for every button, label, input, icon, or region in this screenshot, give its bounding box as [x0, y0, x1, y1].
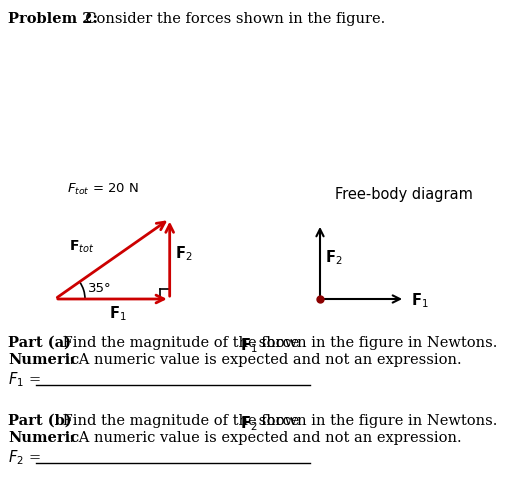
Text: shown in the figure in Newtons.: shown in the figure in Newtons.	[254, 414, 497, 428]
Text: $\mathbf{F}_2$: $\mathbf{F}_2$	[240, 414, 258, 433]
Text: Consider the forces shown in the figure.: Consider the forces shown in the figure.	[76, 12, 385, 26]
Text: Problem 2:: Problem 2:	[8, 12, 98, 26]
Text: Part (a): Part (a)	[8, 336, 71, 350]
Text: $\mathbf{F}_1$: $\mathbf{F}_1$	[411, 291, 429, 310]
Text: $\mathbf{F}_1$: $\mathbf{F}_1$	[240, 336, 258, 355]
Text: $F_{tot}$ = 20 N: $F_{tot}$ = 20 N	[67, 182, 139, 197]
Text: Free-body diagram: Free-body diagram	[335, 187, 473, 202]
Text: $\mathbf{F}_{tot}$: $\mathbf{F}_{tot}$	[69, 239, 95, 255]
Text: Numeric: Numeric	[8, 431, 79, 445]
Text: $F_2$ =: $F_2$ =	[8, 448, 41, 467]
Text: shown in the figure in Newtons.: shown in the figure in Newtons.	[254, 336, 497, 350]
Text: 35°: 35°	[88, 282, 111, 295]
Text: Part (b): Part (b)	[8, 414, 72, 428]
Text: Numeric: Numeric	[8, 353, 79, 367]
Text: $F_1$ =: $F_1$ =	[8, 370, 41, 389]
Text: : A numeric value is expected and not an expression.: : A numeric value is expected and not an…	[60, 353, 462, 367]
Text: : A numeric value is expected and not an expression.: : A numeric value is expected and not an…	[60, 431, 462, 445]
Text: $\mathbf{F}_2$: $\mathbf{F}_2$	[325, 248, 343, 267]
Text: Find the magnitude of the force: Find the magnitude of the force	[58, 414, 304, 428]
Text: $\mathbf{F}_1$: $\mathbf{F}_1$	[108, 304, 126, 323]
Text: $\mathbf{F}_2$: $\mathbf{F}_2$	[175, 245, 192, 263]
Text: Find the magnitude of the force: Find the magnitude of the force	[58, 336, 304, 350]
